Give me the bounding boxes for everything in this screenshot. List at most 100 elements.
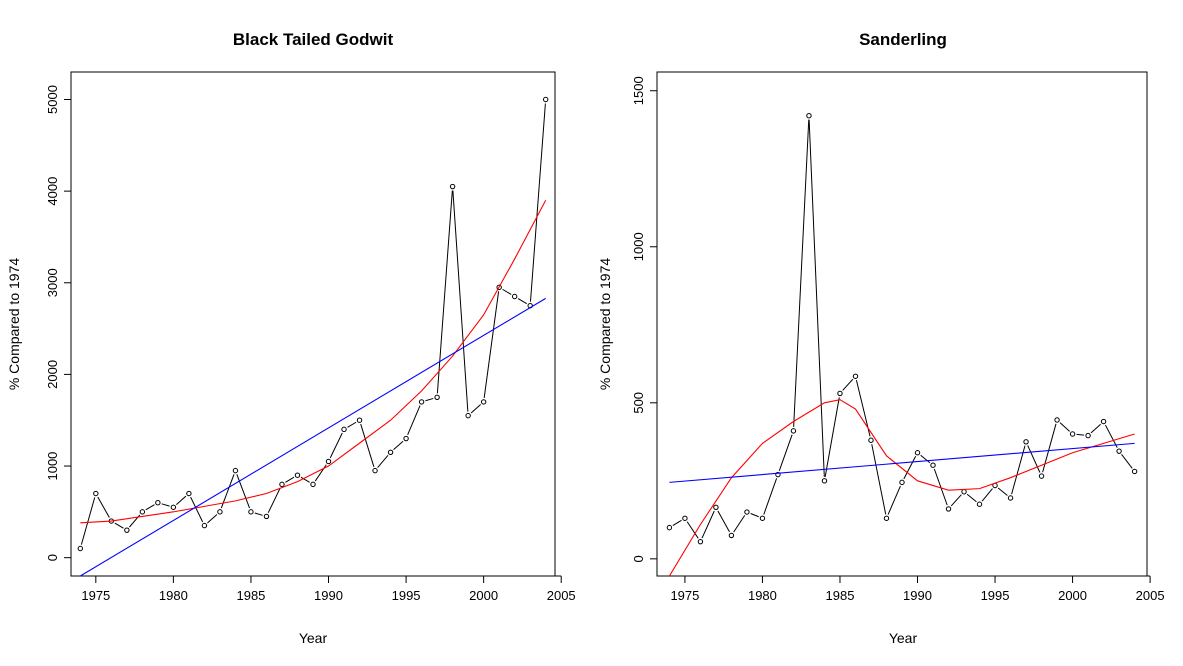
observed-line-segment xyxy=(1011,445,1026,495)
observed-point xyxy=(372,467,378,474)
observed-point xyxy=(883,515,890,521)
observed-line-segment xyxy=(1027,445,1041,473)
x-tick-label: 1990 xyxy=(314,588,343,603)
x-tick-label: 1980 xyxy=(748,588,777,603)
observed-line-segment xyxy=(161,503,170,507)
observed-line-segment xyxy=(470,404,481,414)
observed-line-segment xyxy=(1104,424,1118,448)
observed-line-segment xyxy=(393,440,404,451)
observed-point xyxy=(775,471,781,478)
observed-line-segment xyxy=(1042,423,1057,473)
observed-point xyxy=(170,504,177,510)
observed-point xyxy=(449,183,456,190)
linear-trend-line xyxy=(80,297,546,576)
observed-line-segment xyxy=(966,493,977,503)
y-axis-label: % Compared to 1974 xyxy=(6,258,22,391)
x-tick-label: 1985 xyxy=(826,588,855,603)
x-tick-label: 2000 xyxy=(469,588,498,603)
observed-point xyxy=(852,373,859,379)
observed-line-segment xyxy=(145,504,155,511)
x-tick-label: 1995 xyxy=(392,588,421,603)
observed-line-segment xyxy=(436,190,453,394)
observed-point xyxy=(325,458,332,465)
series-group xyxy=(666,112,1138,576)
observed-line-segment xyxy=(347,421,357,428)
x-tick-label: 1975 xyxy=(81,588,110,603)
observed-line-segment xyxy=(267,487,281,514)
observed-point xyxy=(914,450,921,456)
observed-point xyxy=(248,509,254,515)
observed-line-segment xyxy=(672,519,682,526)
observed-point xyxy=(511,293,518,300)
smooth-trend-line xyxy=(668,399,1135,576)
observed-point xyxy=(899,479,905,486)
observed-point xyxy=(790,428,797,434)
observed-line-segment xyxy=(285,476,295,483)
observed-point xyxy=(542,96,549,103)
observed-point xyxy=(868,437,874,443)
observed-point xyxy=(961,489,967,495)
observed-point xyxy=(1100,418,1107,425)
observed-line-segment xyxy=(750,513,759,518)
observed-line-segment xyxy=(254,512,263,516)
y-tick-label: 1000 xyxy=(631,232,646,261)
observed-point xyxy=(713,504,719,511)
observed-point xyxy=(310,481,316,488)
observed-point xyxy=(1007,495,1014,501)
observed-point xyxy=(201,522,208,529)
observed-line-segment xyxy=(314,464,327,482)
observed-point xyxy=(341,426,347,433)
panel-black-tailed-godwit: Black Tailed Godwit 1975 1980 1985 1990 1995… xyxy=(6,30,576,646)
observed-line-segment xyxy=(920,454,931,464)
observed-point xyxy=(1038,473,1045,479)
observed-line-segment xyxy=(997,487,1008,496)
x-tick-label: 1985 xyxy=(236,588,265,603)
observed-line-segment xyxy=(903,456,917,480)
observed-point xyxy=(294,472,301,478)
observed-point xyxy=(356,417,363,423)
observed-point xyxy=(403,435,409,442)
observed-line-segment xyxy=(1059,422,1070,432)
y-tick-label: 4000 xyxy=(45,177,60,206)
chart-title: Sanderling xyxy=(859,30,947,49)
y-tick-label: 5000 xyxy=(45,85,60,114)
observed-point xyxy=(77,545,84,552)
observed-line-segment xyxy=(529,103,546,302)
observed-point xyxy=(139,509,146,515)
observed-point xyxy=(1085,432,1091,439)
x-tick-label: 1975 xyxy=(670,588,699,603)
y-axis-label: % Compared to 1974 xyxy=(597,258,613,391)
x-tick-label: 1980 xyxy=(159,588,188,603)
observed-line-segment xyxy=(407,405,421,436)
observed-point xyxy=(434,394,440,401)
observed-point xyxy=(387,449,394,455)
y-axis: 0 1000 2000 3000 4000 5000 xyxy=(45,85,72,561)
observed-point xyxy=(480,399,487,405)
x-axis: 1975 1980 1985 1990 1995 2000 2005 xyxy=(670,575,1165,603)
observed-line-segment xyxy=(190,496,204,523)
observed-point xyxy=(666,524,673,531)
observed-line-segment xyxy=(733,515,746,533)
observed-point xyxy=(1131,468,1138,475)
observed-line-segment xyxy=(778,434,793,471)
observed-line-segment xyxy=(97,496,110,518)
observed-point xyxy=(728,532,735,539)
observed-line-segment xyxy=(717,510,730,533)
observed-line-segment xyxy=(842,378,854,391)
observed-line-segment xyxy=(329,432,343,459)
observed-line-segment xyxy=(686,521,699,539)
y-tick-label: 2000 xyxy=(45,360,60,389)
observed-line-segment xyxy=(502,288,512,295)
observed-line-segment xyxy=(981,488,993,502)
observed-point xyxy=(697,538,704,545)
observed-point xyxy=(186,490,192,497)
observed-line-segment xyxy=(701,510,715,539)
observed-line-segment xyxy=(793,119,810,427)
observed-line-segment xyxy=(425,397,434,402)
x-tick-label: 2005 xyxy=(1136,588,1165,603)
observed-line-segment xyxy=(824,397,840,477)
observed-line-segment xyxy=(207,514,218,524)
observed-point xyxy=(945,506,952,512)
observed-point xyxy=(279,481,285,488)
observed-line-segment xyxy=(452,190,469,412)
